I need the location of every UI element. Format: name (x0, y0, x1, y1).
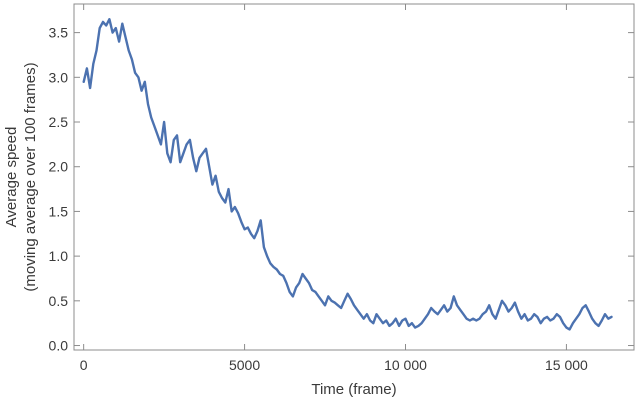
y-tick-label: 3.5 (49, 25, 69, 41)
x-axis-label: Time (frame) (311, 381, 396, 398)
y-tick-label: 0.5 (49, 293, 69, 309)
x-tick-labels: 0 5000 10 000 15 000 (80, 357, 588, 373)
x-tick-label: 10 000 (384, 357, 427, 373)
x-tick-label: 0 (80, 357, 88, 373)
plot-frame (73, 3, 635, 351)
average-speed-series-line (82, 18, 613, 331)
y-tick-label: 0.0 (49, 338, 69, 354)
y-tick-label: 3.0 (49, 69, 69, 85)
y-tick-label: 2.0 (49, 159, 69, 175)
x-tick-label: 15 000 (545, 357, 588, 373)
axis-ticks (74, 4, 634, 350)
y-tick-labels: 0.0 0.5 1.0 1.5 2.0 2.5 3.0 3.5 (49, 25, 69, 354)
y-tick-label: 1.5 (49, 203, 69, 219)
y-axis-label-line2: (moving average over 100 frames) (22, 62, 39, 291)
y-tick-label: 1.0 (49, 248, 69, 264)
series-layer (82, 18, 613, 331)
y-axis-label-line1: Average speed (3, 127, 20, 228)
x-tick-label: 5000 (229, 357, 260, 373)
y-tick-label: 2.5 (49, 114, 69, 130)
